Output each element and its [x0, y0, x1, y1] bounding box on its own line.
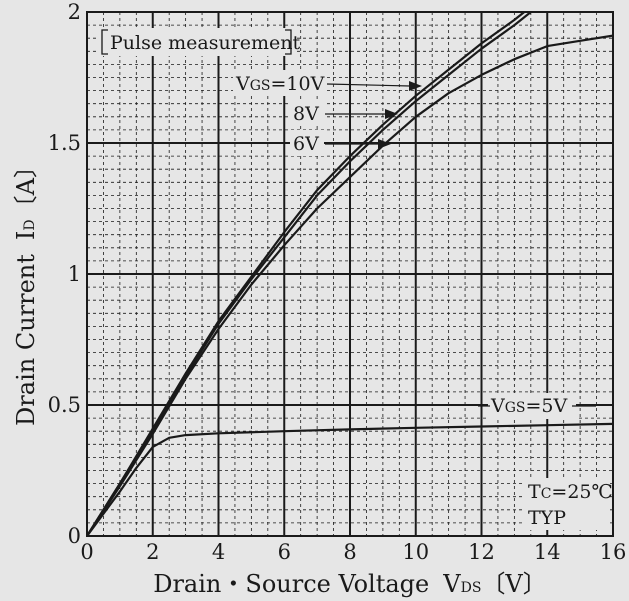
pulse-bracket-left	[101, 29, 108, 55]
x-tick-label: 4	[212, 540, 225, 564]
vgs10-leader	[326, 83, 411, 87]
x-tick-label: 8	[343, 540, 356, 564]
series-line-3	[87, 422, 613, 536]
x-tick-label: 2	[146, 540, 159, 564]
y-tick-labels: 0 0.5 1 1.5 2	[48, 0, 81, 548]
x-tick-label: 10	[402, 540, 429, 564]
y-tick-label: 1.5	[48, 131, 81, 155]
pulse-bracket-right	[285, 29, 292, 55]
series-line-0	[87, 12, 527, 536]
series-line-2	[87, 34, 613, 536]
x-tick-labels: 0 2 4 6 8 10 12 14 16	[80, 540, 626, 564]
x-tick-label: 6	[278, 540, 291, 564]
x-tick-label: 0	[80, 540, 93, 564]
y-tick-label: 0	[68, 524, 81, 548]
plot-frame	[86, 11, 614, 537]
vgs10-arrowhead	[409, 81, 422, 91]
vgs8-label: 8V	[293, 103, 319, 125]
vgs6-label-bg	[290, 130, 324, 156]
pulse-measurement-label: Pulse measurement	[110, 32, 301, 54]
tc-label: TC=25℃	[528, 481, 613, 503]
x-tick-label: 16	[600, 540, 627, 564]
vgs10-label-bg	[233, 70, 326, 96]
vgs8-arrowhead	[385, 109, 398, 119]
typ-label: TYP	[528, 507, 566, 529]
x-tick-label: 12	[468, 540, 495, 564]
vgs5-label: VGS=5V	[490, 395, 568, 417]
x-tick-label: 14	[534, 540, 561, 564]
vgs6-arrowhead	[378, 139, 391, 149]
pulse-label-bg	[96, 28, 294, 56]
vgs6-label: 6V	[293, 133, 319, 155]
y-axis-title: Drain CurrentID〔A〕	[12, 154, 40, 426]
x-axis-title: Drain・Source Voltage VDS〔V〕	[153, 570, 547, 598]
y-tick-label: 2	[68, 0, 81, 24]
y-tick-label: 1	[68, 262, 81, 286]
vgs10-label: VGS=10V	[235, 73, 325, 95]
y-tick-label: 0.5	[48, 393, 81, 417]
series-layer	[87, 12, 613, 536]
conditions-bg	[524, 478, 610, 530]
vgs8-label-bg	[290, 100, 324, 126]
grid-minor	[87, 12, 613, 536]
series-line-1	[87, 12, 533, 536]
vgs5-label-bg	[488, 393, 576, 419]
